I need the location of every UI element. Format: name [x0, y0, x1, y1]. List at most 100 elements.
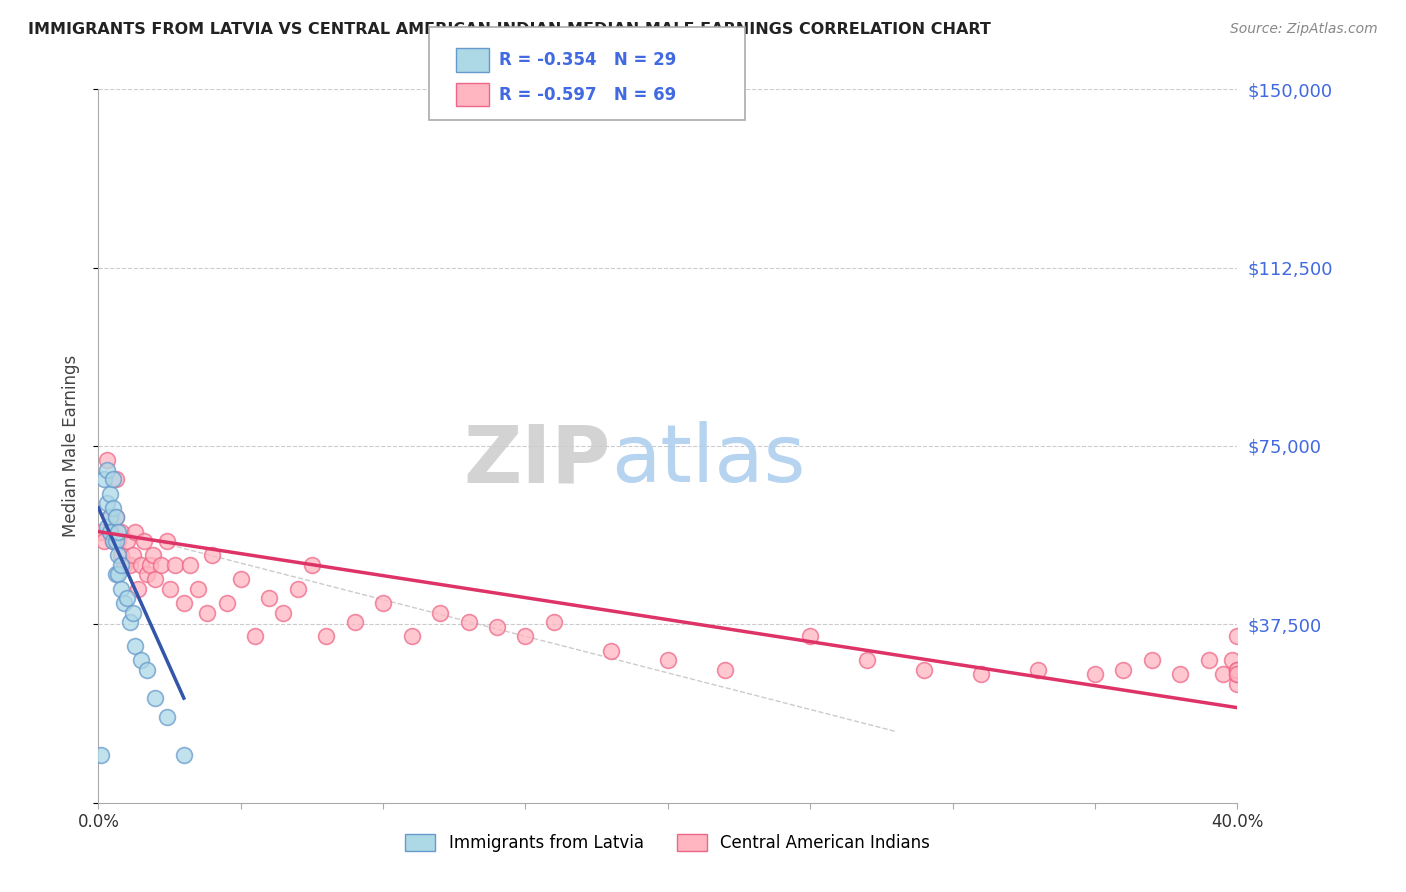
- Point: [98, 510, 121, 524]
- Point: [112, 558, 135, 572]
- Point: [93, 534, 115, 549]
- Point: [215, 596, 238, 610]
- Point: [1112, 663, 1135, 677]
- Point: [156, 534, 179, 549]
- Point: [115, 534, 138, 549]
- Point: [135, 567, 157, 582]
- Point: [121, 549, 143, 563]
- Point: [165, 558, 187, 572]
- Point: [714, 663, 737, 677]
- Point: [135, 663, 157, 677]
- Point: [373, 596, 395, 610]
- Point: [115, 591, 138, 606]
- Point: [145, 572, 167, 586]
- Point: [132, 534, 155, 549]
- Point: [159, 582, 181, 596]
- Point: [141, 549, 163, 563]
- Point: [1170, 667, 1192, 681]
- Point: [118, 615, 141, 629]
- Point: [124, 639, 146, 653]
- Point: [104, 534, 127, 549]
- Point: [104, 472, 127, 486]
- Point: [96, 496, 118, 510]
- Point: [1226, 677, 1249, 691]
- Point: [1220, 653, 1243, 667]
- Point: [121, 606, 143, 620]
- Point: [173, 748, 195, 763]
- Point: [287, 582, 309, 596]
- Point: [156, 710, 179, 724]
- Point: [243, 629, 266, 643]
- Point: [96, 453, 118, 467]
- Point: [486, 620, 509, 634]
- Point: [107, 567, 129, 582]
- Point: [98, 524, 121, 539]
- Point: [457, 615, 479, 629]
- Point: [127, 582, 149, 596]
- Point: [657, 653, 679, 667]
- Point: [970, 667, 993, 681]
- Point: [173, 596, 195, 610]
- Point: [98, 510, 121, 524]
- Point: [110, 558, 132, 572]
- Point: [90, 524, 112, 539]
- Point: [138, 558, 160, 572]
- Point: [201, 549, 224, 563]
- Point: [107, 524, 129, 539]
- Point: [90, 748, 112, 763]
- Point: [259, 591, 281, 606]
- Point: [1226, 663, 1249, 677]
- Point: [401, 629, 423, 643]
- Point: [229, 572, 252, 586]
- Point: [543, 615, 565, 629]
- Point: [110, 549, 132, 563]
- Point: [912, 663, 935, 677]
- Text: IMMIGRANTS FROM LATVIA VS CENTRAL AMERICAN INDIAN MEDIAN MALE EARNINGS CORRELATI: IMMIGRANTS FROM LATVIA VS CENTRAL AMERIC…: [28, 22, 991, 37]
- Point: [110, 582, 132, 596]
- Point: [93, 472, 115, 486]
- Point: [101, 534, 124, 549]
- Point: [98, 524, 121, 539]
- Point: [1212, 667, 1234, 681]
- Point: [1226, 667, 1249, 681]
- Point: [429, 606, 451, 620]
- Point: [124, 524, 146, 539]
- Text: ZIP: ZIP: [464, 421, 612, 500]
- Point: [856, 653, 879, 667]
- Point: [101, 534, 124, 549]
- Point: [110, 524, 132, 539]
- Point: [101, 500, 124, 515]
- Point: [107, 549, 129, 563]
- Point: [195, 606, 218, 620]
- Point: [1198, 653, 1220, 667]
- Point: [515, 629, 537, 643]
- Point: [104, 510, 127, 524]
- Point: [129, 653, 152, 667]
- Point: [112, 596, 135, 610]
- Point: [187, 582, 209, 596]
- Point: [96, 463, 118, 477]
- Point: [600, 643, 623, 657]
- Point: [107, 534, 129, 549]
- Point: [1226, 663, 1249, 677]
- Point: [1226, 667, 1249, 681]
- Text: R = -0.597   N = 69: R = -0.597 N = 69: [499, 86, 676, 103]
- Point: [104, 510, 127, 524]
- Point: [101, 472, 124, 486]
- Point: [98, 486, 121, 500]
- Point: [1140, 653, 1163, 667]
- Point: [273, 606, 295, 620]
- Point: [145, 691, 167, 706]
- Text: R = -0.354   N = 29: R = -0.354 N = 29: [499, 51, 676, 69]
- Point: [799, 629, 821, 643]
- Point: [315, 629, 337, 643]
- Point: [1084, 667, 1107, 681]
- Point: [1226, 629, 1249, 643]
- Point: [150, 558, 173, 572]
- Text: Source: ZipAtlas.com: Source: ZipAtlas.com: [1230, 22, 1378, 37]
- Text: atlas: atlas: [612, 421, 806, 500]
- Point: [129, 558, 152, 572]
- Point: [1026, 663, 1049, 677]
- Point: [104, 567, 127, 582]
- Point: [179, 558, 201, 572]
